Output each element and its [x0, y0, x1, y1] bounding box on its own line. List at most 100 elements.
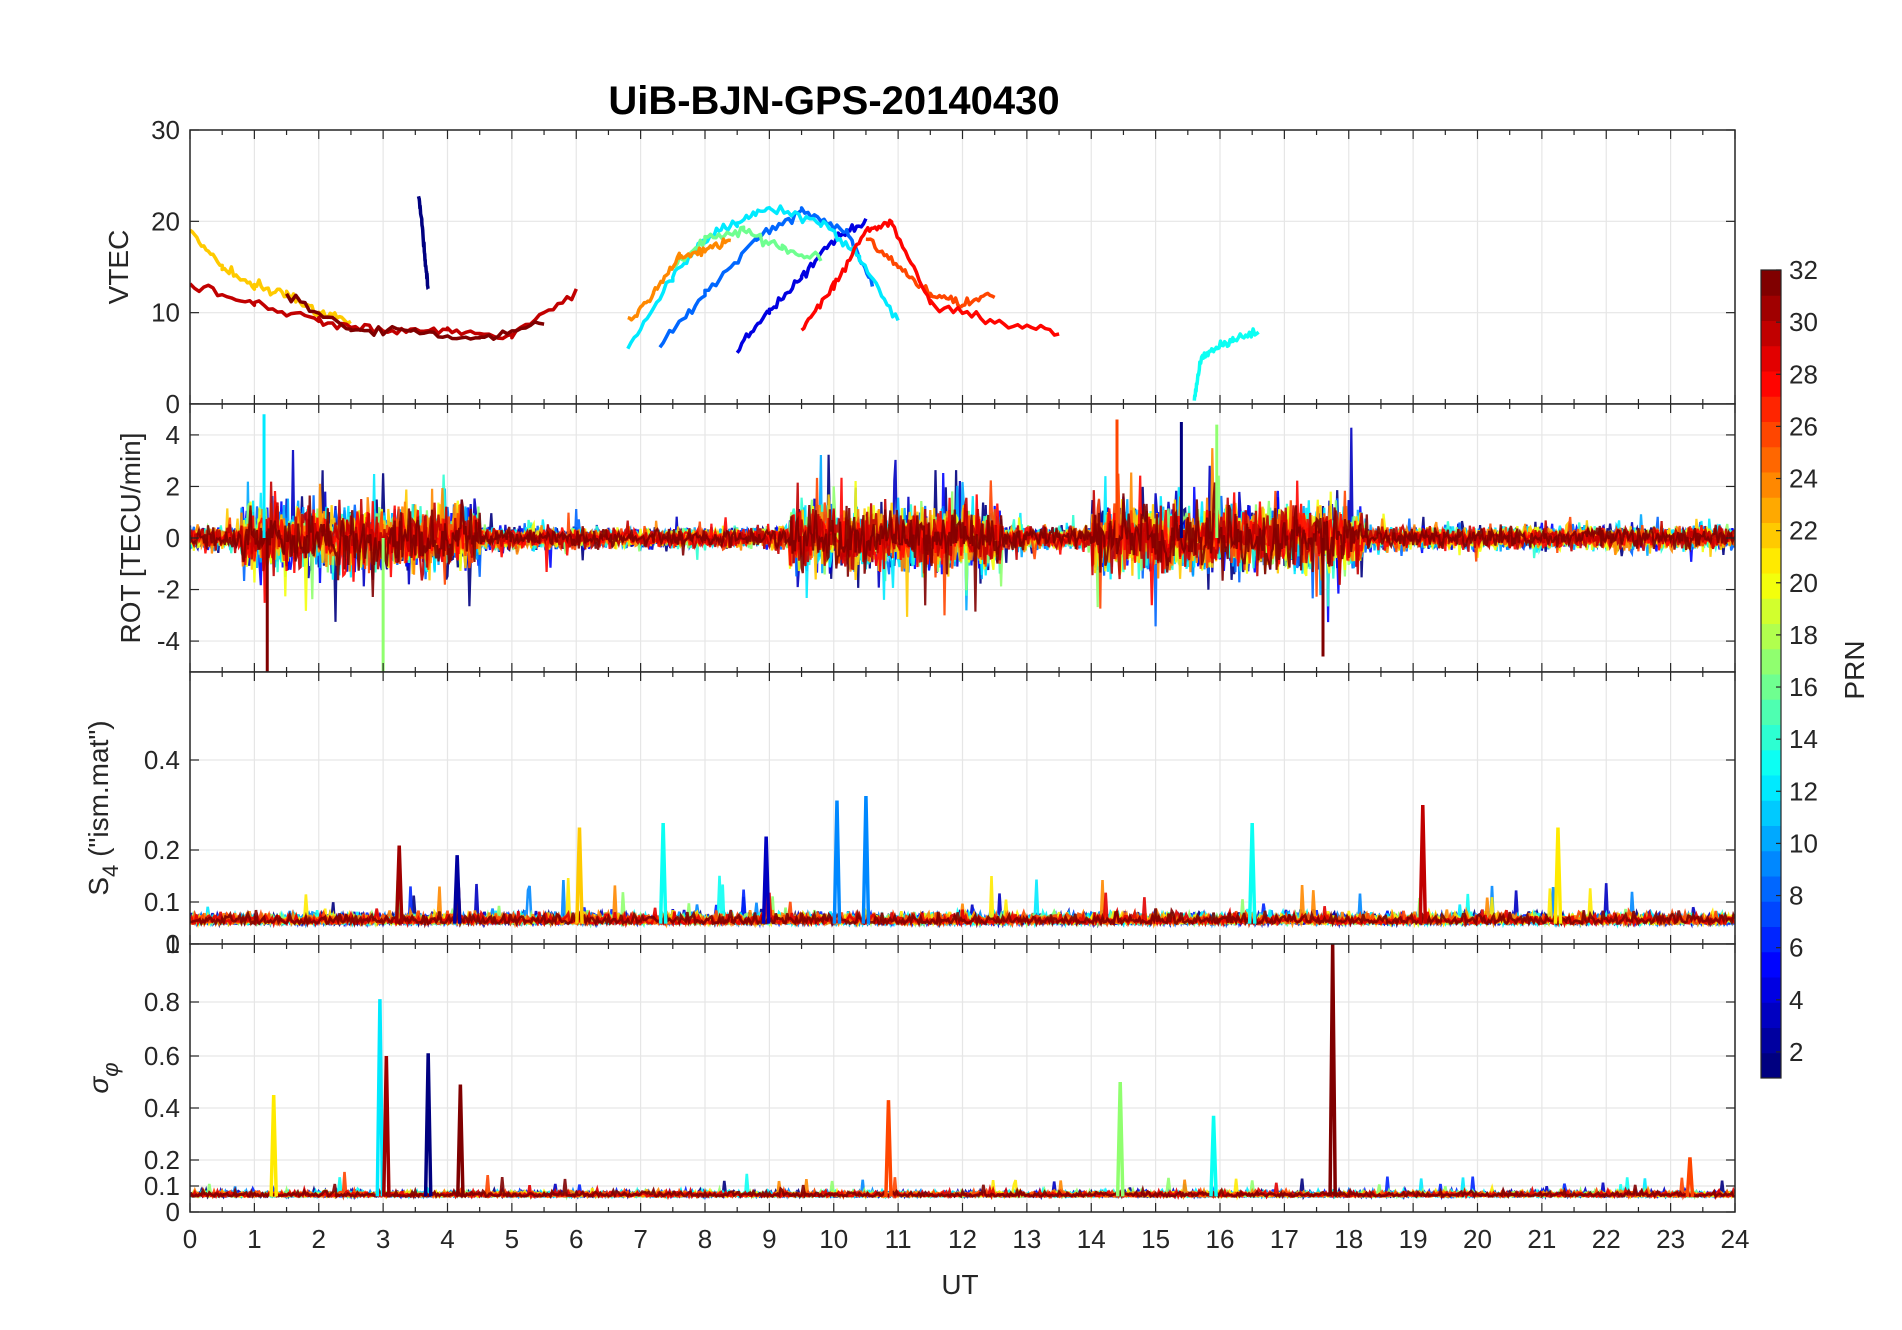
series-line-prn-22	[190, 228, 352, 325]
colorbar-tick-label: 10	[1789, 828, 1818, 858]
colorbar-label: PRN	[1839, 640, 1870, 699]
colorbar-tick-label: 18	[1789, 620, 1818, 650]
series-line-prn-32	[190, 887, 1735, 929]
colorbar-tick-label: 28	[1789, 359, 1818, 389]
x-tick-label: 10	[819, 1224, 848, 1254]
y-tick-label: 0.1	[144, 1171, 180, 1201]
peak-prn-32	[1328, 944, 1337, 1197]
x-tick-label: 22	[1592, 1224, 1621, 1254]
panel-vtec: 0 10 20 30 VTEC	[103, 115, 1736, 419]
colorbar-swatch	[1761, 396, 1781, 422]
x-tick-label: 6	[569, 1224, 583, 1254]
colorbar-swatch	[1761, 926, 1781, 953]
x-tick-label: 0	[183, 1224, 197, 1254]
y-tick-label: -2	[157, 575, 180, 605]
colorbar-swatch	[1761, 345, 1781, 372]
series-line-prn-30	[190, 282, 578, 341]
y-tick-label: 20	[151, 206, 180, 236]
peak-prn-13	[658, 822, 668, 924]
y-tick-label: 10	[151, 298, 180, 328]
series-line-prn-24	[627, 237, 732, 322]
x-tick-label: 8	[698, 1224, 712, 1254]
colorbar-swatch	[1761, 371, 1781, 397]
colorbar-tick-label: 14	[1789, 724, 1818, 754]
peak-prn-12	[375, 999, 385, 1197]
series-line-prn-1	[416, 195, 430, 291]
panel-s4: 0.1 0.2 0.4 0 S4 ("ism.mat")	[83, 671, 1736, 959]
x-tick-label: 17	[1270, 1224, 1299, 1254]
colorbar-tick-label: 12	[1789, 776, 1818, 806]
colorbar-swatch	[1761, 320, 1781, 347]
peak-prn-32	[456, 1084, 465, 1197]
colorbar-tick-label: 8	[1789, 881, 1803, 911]
x-tick-label: 20	[1463, 1224, 1492, 1254]
x-tick-label: 23	[1656, 1224, 1685, 1254]
peak-prn-21	[269, 1094, 279, 1197]
x-tick-label: 24	[1721, 1224, 1750, 1254]
colorbar-tick-label: 24	[1789, 464, 1818, 494]
y-tick-label: 0.6	[144, 1041, 180, 1071]
series-line-prn-13	[1192, 327, 1260, 401]
y-tick-label: 0	[166, 523, 180, 553]
colorbar-swatch	[1761, 446, 1781, 473]
colorbar-tick-label: 2	[1789, 1037, 1803, 1067]
x-tick-label: 13	[1012, 1224, 1041, 1254]
colorbar-tick-label: 20	[1789, 568, 1818, 598]
colorbar-swatch	[1761, 598, 1781, 624]
x-tick-label: 16	[1206, 1224, 1235, 1254]
series-line-prn-29	[190, 877, 1735, 929]
y-tick-label: 0	[166, 929, 180, 959]
series-group	[190, 414, 1735, 672]
x-tick-label: 19	[1399, 1224, 1428, 1254]
colorbar-swatch	[1761, 1052, 1781, 1079]
colorbar-tick-label: 4	[1789, 985, 1803, 1015]
colorbar-swatch	[1761, 699, 1781, 725]
colorbar-swatch	[1761, 522, 1781, 549]
y-tick-label: -4	[157, 626, 180, 656]
colorbar-swatch	[1761, 749, 1781, 776]
x-tick-label: 4	[440, 1224, 454, 1254]
y-tick-label: 0.2	[144, 835, 180, 865]
y-tick-label: 1	[166, 929, 180, 959]
y-tick-label: 0.1	[144, 887, 180, 917]
colorbar-swatch	[1761, 648, 1781, 675]
colorbar-tick-label: 16	[1789, 672, 1818, 702]
peak-prn-1	[423, 1053, 433, 1197]
colorbar-tick-label: 6	[1789, 933, 1803, 963]
x-tick-label: 12	[948, 1224, 977, 1254]
x-tick-label: 5	[505, 1224, 519, 1254]
series-line-prn-26	[865, 237, 996, 309]
colorbar-swatch	[1761, 1002, 1781, 1028]
colorbar-swatch	[1761, 547, 1781, 574]
x-tick-label: 2	[312, 1224, 326, 1254]
chart-title: UiB-BJN-GPS-20140430	[608, 79, 1059, 123]
y-axis-label: S4 ("ism.mat")	[83, 720, 123, 895]
peak-prn-31	[382, 1055, 391, 1197]
y-tick-label: 2	[166, 471, 180, 501]
peak-prn-31	[394, 845, 404, 924]
colorbar-swatch	[1761, 800, 1781, 826]
colorbar-swatch	[1761, 270, 1781, 296]
colorbar-swatch	[1761, 850, 1781, 877]
x-tick-label: 3	[376, 1224, 390, 1254]
x-tick-labels: 0 1 2 3 4 5 6 7 8 9 10 11 12 13 14 15 16 17 18 19 20 21 22 23 24	[183, 1224, 1750, 1254]
y-tick-label: 0.4	[144, 1093, 180, 1123]
x-tick-label: 18	[1334, 1224, 1363, 1254]
series-line-prn-32	[190, 482, 1735, 612]
panel-rot: -4 -2 0 2 4 ROT [TECU/min]	[115, 403, 1736, 673]
y-axis-label: σφ	[83, 1062, 123, 1093]
colorbar-swatch	[1761, 573, 1781, 599]
colorbar-tick-label: 32	[1789, 255, 1818, 285]
y-tick-label: 0.8	[144, 987, 180, 1017]
peak-prn-30	[1418, 804, 1428, 924]
x-tick-label: 9	[762, 1224, 776, 1254]
peak-prn-13	[1209, 1115, 1218, 1197]
colorbar-swatch	[1761, 825, 1781, 852]
colorbar-tick-label: 26	[1789, 411, 1818, 441]
colorbar-swatch	[1761, 951, 1781, 978]
series-line-prn-8	[658, 206, 875, 349]
